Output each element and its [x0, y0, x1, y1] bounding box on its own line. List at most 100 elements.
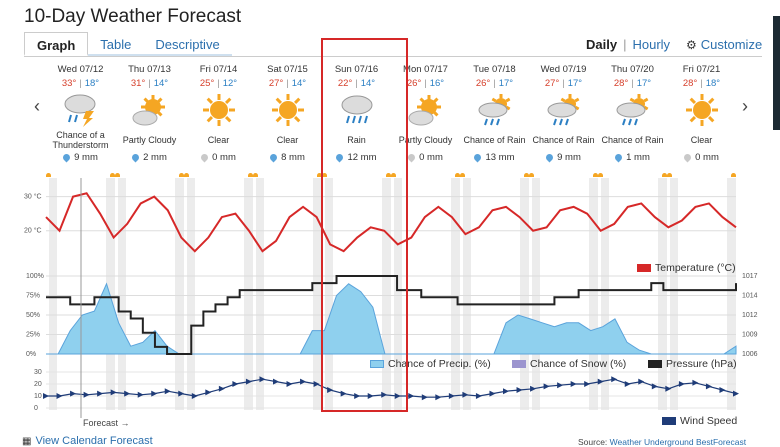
- day-card[interactable]: Sat 07/15 27° | 14° Clear 8 mm: [253, 63, 322, 177]
- wind-arrow-icon: [178, 390, 185, 397]
- wind-arrow-icon: [286, 381, 293, 387]
- wind-arrow-icon: [232, 381, 239, 387]
- legend-snow: Chance of Snow (%): [512, 358, 626, 370]
- wind-arrow-icon: [408, 393, 415, 399]
- day-card[interactable]: Mon 07/17 26° | 16° Partly Cloudy 0 mm: [391, 63, 460, 177]
- day-date: Tue 07/18: [473, 64, 516, 75]
- night-band: [601, 178, 609, 410]
- wind-arrow-icon: [678, 381, 685, 387]
- tab-table[interactable]: Table: [88, 32, 144, 56]
- legend-pressure-label: Pressure (hPa): [666, 358, 737, 370]
- wind-arrow-icon: [273, 378, 279, 385]
- day-card[interactable]: Wed 07/12 33° | 18° Chance of a Thunderstorm…: [46, 63, 115, 177]
- wind-line: [46, 378, 737, 398]
- day-date: Sun 07/16: [334, 64, 379, 75]
- day-condition: Clear: [690, 135, 713, 145]
- wind-arrow-icon: [43, 393, 49, 399]
- next-days-arrow[interactable]: ›: [742, 96, 748, 116]
- low-temp: 18°: [705, 78, 721, 89]
- customize-button[interactable]: ⚙ Customize: [686, 37, 762, 52]
- hourly-toggle[interactable]: Hourly: [632, 37, 671, 52]
- high-temp: 28°: [613, 78, 629, 89]
- night-band: [325, 178, 333, 410]
- customize-label: Customize: [700, 37, 763, 52]
- precip-tick-label: 50%: [26, 312, 40, 319]
- wind-arrow-icon: [394, 393, 401, 399]
- wind-arrow-icon: [597, 378, 604, 385]
- wind-arrow-icon: [205, 389, 212, 396]
- daily-hourly-switch: Daily | Hourly: [586, 37, 670, 52]
- legend-precip-label: Chance of Precip. (%): [388, 358, 491, 370]
- day-card[interactable]: Sun 07/16 22° | 14° Rain 12 mm: [322, 63, 391, 177]
- wind-arrow-icon: [259, 376, 266, 383]
- low-temp: 17°: [567, 78, 583, 89]
- day-temps: 28° | 18°: [682, 78, 721, 89]
- precip-tick-label: 0%: [26, 351, 36, 358]
- day-temps: 26° | 16°: [406, 78, 445, 89]
- wind-arrow-icon: [448, 393, 455, 399]
- day-card[interactable]: Thu 07/13 31° | 14° Partly Cloudy 2 mm: [115, 63, 184, 177]
- wind-arrow-icon: [97, 390, 104, 397]
- daylight-bar: [391, 173, 460, 177]
- wind-arrow-icon: [191, 393, 198, 399]
- night-band: [118, 178, 126, 410]
- precip-tick-label: 75%: [26, 293, 40, 300]
- day-card[interactable]: Tue 07/18 26° | 17° Chance of Rain 13 mm: [460, 63, 529, 177]
- wind-arrow-icon: [503, 388, 509, 395]
- day-condition: Rain: [347, 135, 366, 145]
- temp-tick-label: 30 °C: [24, 193, 42, 201]
- partly-cloudy-icon: [391, 91, 460, 129]
- tab-graph[interactable]: Graph: [24, 32, 89, 56]
- daylight-bar: [184, 173, 253, 177]
- wind-arrow-icon: [584, 381, 591, 387]
- day-temps: 33° | 18°: [61, 78, 100, 89]
- day-card[interactable]: Thu 07/20 28° | 17° Chance of Rain 1 mm: [598, 63, 667, 177]
- source-link[interactable]: Weather Underground BestForecast: [609, 437, 747, 447]
- daily-toggle[interactable]: Daily: [586, 37, 618, 52]
- day-date: Thu 07/20: [611, 64, 654, 75]
- page-title: 10-Day Weather Forecast: [24, 6, 242, 27]
- high-temp: 27°: [544, 78, 560, 89]
- raindrop-icon: [335, 152, 345, 163]
- precip-swatch: [370, 360, 384, 368]
- daylight-bar: [115, 173, 184, 177]
- day-date: Thu 07/13: [128, 64, 171, 75]
- high-temp: 31°: [130, 78, 146, 89]
- pressure-tick-label: 1012: [742, 312, 758, 319]
- day-condition: Partly Cloudy: [122, 135, 177, 145]
- daylight-bar: [322, 173, 391, 177]
- day-card[interactable]: Fri 07/21 28° | 18° Clear 0 mm: [667, 63, 736, 177]
- legend-temperature: Temperature (°C): [637, 262, 736, 274]
- wind-arrow-icon: [692, 379, 699, 386]
- day-date: Sat 07/15: [267, 64, 308, 75]
- calendar-icon: ▦: [22, 435, 32, 447]
- view-calendar-link[interactable]: ▦ View Calendar Forecast: [22, 435, 153, 447]
- day-precip-amount: 8 mm: [281, 152, 305, 163]
- snow-swatch: [512, 360, 526, 368]
- low-temp: 17°: [636, 78, 652, 89]
- day-card[interactable]: Fri 07/14 25° | 12° Clear 0 mm: [184, 63, 253, 177]
- raindrop-icon: [544, 152, 555, 163]
- low-temp: 16°: [429, 78, 445, 89]
- high-temp: 26°: [475, 78, 491, 89]
- daylight-bar: [46, 173, 115, 177]
- source-prefix: Source:: [578, 437, 608, 447]
- day-card[interactable]: Wed 07/19 27° | 17° Chance of Rain 9 mm: [529, 63, 598, 177]
- tab-descriptive[interactable]: Descriptive: [143, 32, 232, 56]
- wind-arrow-icon: [70, 390, 77, 397]
- day-precip-amount: 0 mm: [695, 152, 719, 163]
- day-condition: Chance of a Thunderstorm: [52, 130, 109, 150]
- day-precip-amount: 2 mm: [143, 152, 167, 163]
- wind-tick-label: 0: [34, 405, 38, 412]
- toggle-separator: |: [623, 37, 627, 52]
- pressure-line: [46, 275, 737, 355]
- temperature-swatch: [637, 264, 651, 272]
- wind-arrow-icon: [164, 388, 171, 395]
- raindrop-icon: [473, 152, 483, 163]
- night-band: [727, 178, 736, 410]
- day-precip: 12 mm: [322, 151, 391, 165]
- night-band: [394, 178, 402, 410]
- wind-arrow-icon: [381, 391, 388, 398]
- prev-days-arrow[interactable]: ‹: [34, 96, 40, 116]
- raindrop-icon: [682, 152, 693, 163]
